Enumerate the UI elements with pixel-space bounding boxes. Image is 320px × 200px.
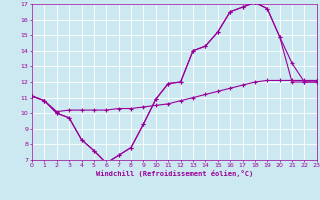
X-axis label: Windchill (Refroidissement éolien,°C): Windchill (Refroidissement éolien,°C) [96, 170, 253, 177]
